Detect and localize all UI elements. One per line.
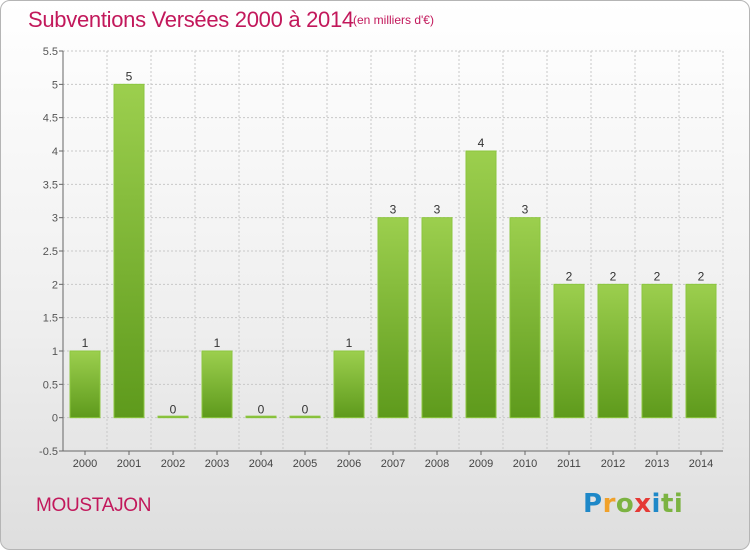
y-tick-label: 0 [52, 413, 58, 425]
x-tick-label: 2014 [689, 458, 713, 470]
x-tick-label: 2002 [161, 458, 185, 470]
x-tick-label: 2001 [117, 458, 141, 470]
data-label: 2 [566, 269, 573, 283]
x-tick-label: 2011 [557, 458, 581, 470]
commune-name: MOUSTAJON [36, 495, 152, 516]
x-tick-label: 2007 [381, 458, 405, 470]
bar-2003 [201, 350, 233, 419]
y-tick-label: -0.5 [39, 446, 58, 458]
bar-2001 [113, 83, 145, 419]
x-tick-label: 2012 [601, 458, 625, 470]
data-label: 0 [258, 403, 265, 417]
bar-2008 [421, 217, 453, 419]
y-tick-label: 4.5 [43, 113, 58, 125]
data-label: 2 [698, 269, 705, 283]
y-tick-label: 3 [52, 213, 58, 225]
y-tick-label: 1.5 [43, 313, 58, 325]
y-tick-label: 3.5 [43, 179, 58, 191]
y-tick-label: 5.5 [43, 46, 58, 58]
x-tick-label: 2005 [293, 458, 317, 470]
bar-2005 [289, 415, 321, 419]
y-tick-label: 2 [52, 279, 58, 291]
data-label: 1 [214, 336, 221, 350]
bar-2006 [333, 350, 365, 419]
data-label: 0 [302, 403, 309, 417]
x-tick-label: 2004 [249, 458, 273, 470]
data-label: 4 [478, 136, 485, 150]
bar-2010 [509, 217, 541, 419]
y-tick-label: 0.5 [43, 379, 58, 391]
x-tick-label: 2009 [469, 458, 493, 470]
bar-2011 [553, 283, 585, 419]
data-label: 0 [170, 403, 177, 417]
bar-2000 [69, 350, 101, 419]
data-label: 2 [610, 269, 617, 283]
x-tick-label: 2013 [645, 458, 669, 470]
x-tick-label: 2010 [513, 458, 537, 470]
bar-2014 [685, 283, 717, 419]
y-tick-label: 5 [52, 79, 58, 91]
data-labels: 1 5 0 1 0 0 1 3 3 4 3 2 2 2 2 [82, 69, 705, 416]
bar-2002 [157, 415, 189, 419]
y-tick-label: 1 [52, 346, 58, 358]
y-tick-label: 4 [52, 146, 58, 158]
x-tick-label: 2006 [337, 458, 361, 470]
bar-2012 [597, 283, 629, 419]
y-tick-label: 2.5 [43, 246, 58, 258]
data-label: 3 [390, 203, 397, 217]
data-label: 3 [434, 203, 441, 217]
proxiti-logo[interactable]: Proxiti [583, 489, 684, 519]
chart-title: Subventions Versées 2000 à 2014 [28, 7, 354, 32]
data-label: 2 [654, 269, 661, 283]
data-label: 1 [346, 336, 353, 350]
bar-2013 [641, 283, 673, 419]
chart-subtitle: (en milliers d'€) [353, 13, 434, 27]
data-label: 5 [126, 69, 133, 83]
data-label: 1 [82, 336, 89, 350]
x-tick-label: 2008 [425, 458, 449, 470]
data-label: 3 [522, 203, 529, 217]
x-tick-label: 2003 [205, 458, 229, 470]
bar-2007 [377, 217, 409, 419]
bars [69, 83, 717, 419]
bar-2009 [465, 150, 497, 419]
bar-2004 [245, 415, 277, 419]
x-tick-label: 2000 [73, 458, 97, 470]
